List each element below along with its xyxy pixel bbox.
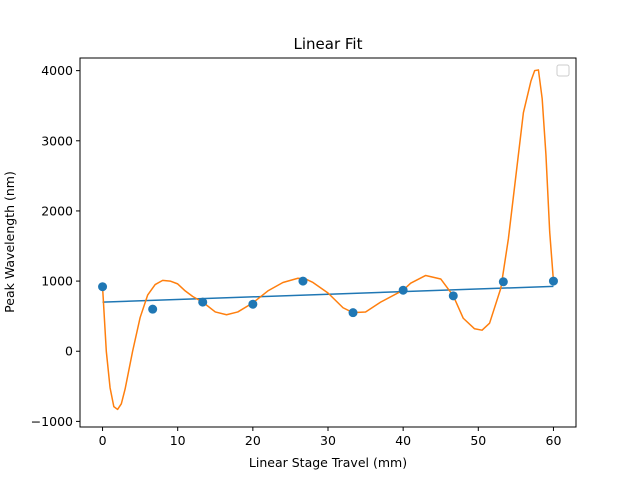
data-point (98, 282, 108, 292)
y-tick-label: 4000 (41, 63, 73, 78)
legend-box (556, 64, 570, 77)
axes-frame (79, 57, 577, 428)
y-tick-label: 3000 (41, 133, 73, 148)
x-tick-label: 40 (395, 433, 411, 448)
x-axis-label: Linear Stage Travel (mm) (249, 455, 407, 470)
x-tick-label: 50 (470, 433, 486, 448)
linear-fit-line (102, 285, 554, 303)
data-point (498, 277, 508, 287)
y-tick-label: 1000 (41, 274, 73, 289)
x-axis: 0 10 20 30 40 50 60 (99, 427, 562, 448)
y-tick-label: 2000 (41, 203, 73, 218)
data-point (448, 291, 458, 301)
data-point (398, 285, 408, 295)
polynomial-fit-line (101, 69, 555, 411)
plot-area (98, 69, 558, 411)
data-point (548, 276, 558, 286)
data-point (198, 297, 208, 307)
y-tick-label: 0 (65, 344, 73, 359)
data-point (298, 276, 308, 286)
x-tick-label: 20 (245, 433, 261, 448)
y-tick-label: −1000 (31, 414, 73, 429)
y-axis: −1000 0 1000 2000 3000 4000 (31, 63, 80, 429)
data-point (148, 304, 158, 314)
data-point (348, 308, 358, 318)
x-tick-label: 10 (170, 433, 186, 448)
data-point (248, 299, 258, 309)
y-axis-label: Peak Wavelength (nm) (2, 171, 17, 313)
x-tick-label: 60 (546, 433, 562, 448)
chart-title: Linear Fit (294, 35, 363, 53)
x-tick-label: 0 (99, 433, 107, 448)
x-tick-label: 30 (320, 433, 336, 448)
